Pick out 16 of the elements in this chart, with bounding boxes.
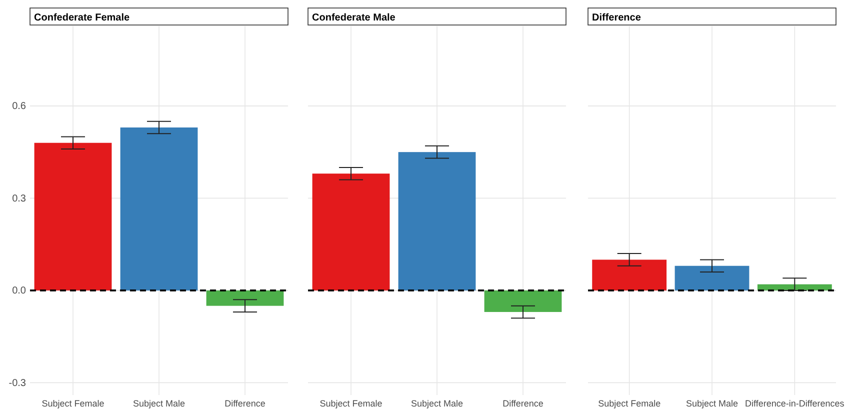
- y-tick-label: -0.3: [8, 378, 26, 389]
- x-tick-label: Subject Male: [132, 398, 186, 408]
- x-tick-label: Subject Female: [42, 398, 104, 408]
- x-tick-label: Subject Male: [410, 398, 464, 408]
- chart-title: Difference: [592, 12, 642, 24]
- chart-title: Confederate Female: [34, 12, 130, 24]
- x-tick-label: Subject Female: [320, 398, 382, 408]
- chart-title: Confederate Male: [312, 12, 396, 24]
- x-tick-label: Difference: [502, 398, 544, 408]
- y-tick-label: 0.6: [12, 101, 26, 112]
- x-tick-label: Difference-in-Differences: [745, 398, 845, 408]
- x-tick-label: Difference: [224, 398, 266, 408]
- x-tick-label: Subject Female: [598, 398, 661, 408]
- x-tick-label: Subject Male: [686, 398, 738, 408]
- y-tick-label: 0.3: [12, 193, 26, 204]
- y-tick-label: 0.0: [12, 286, 26, 297]
